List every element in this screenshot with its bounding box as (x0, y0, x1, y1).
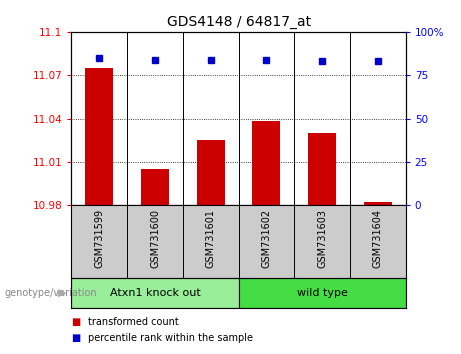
Bar (253, 121, 280, 205)
Bar (364, 202, 392, 205)
Text: ■: ■ (71, 317, 81, 327)
Bar (308, 133, 336, 205)
Text: GSM731603: GSM731603 (317, 209, 327, 268)
Bar (85, 68, 113, 205)
Bar (71, 278, 239, 308)
Text: GSM731601: GSM731601 (206, 209, 216, 268)
Text: ▶: ▶ (59, 288, 67, 298)
Text: Atxn1 knock out: Atxn1 knock out (110, 288, 201, 298)
Title: GDS4148 / 64817_at: GDS4148 / 64817_at (166, 16, 311, 29)
Text: transformed count: transformed count (88, 317, 178, 327)
Text: GSM731604: GSM731604 (373, 209, 383, 268)
Text: wild type: wild type (297, 288, 348, 298)
Bar (197, 140, 225, 205)
Text: GSM731602: GSM731602 (261, 209, 272, 268)
Bar (238, 278, 406, 308)
Text: ■: ■ (71, 333, 81, 343)
Text: percentile rank within the sample: percentile rank within the sample (88, 333, 253, 343)
Text: GSM731599: GSM731599 (95, 209, 104, 268)
Text: genotype/variation: genotype/variation (5, 288, 97, 298)
Bar (141, 169, 169, 205)
Text: GSM731600: GSM731600 (150, 209, 160, 268)
